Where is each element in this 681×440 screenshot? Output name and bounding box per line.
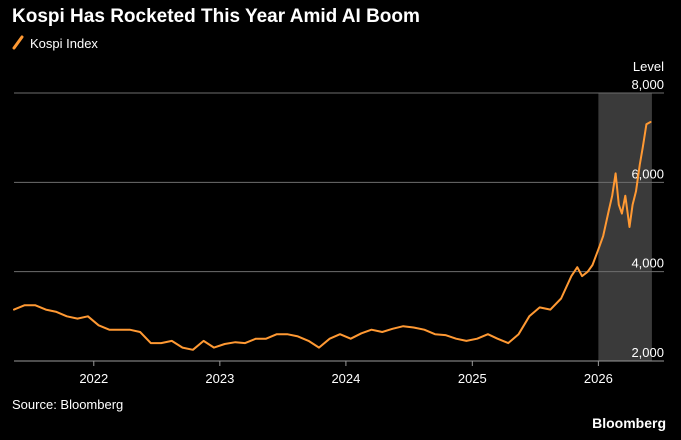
legend: Kospi Index [12, 35, 98, 51]
y-tick-label: 2,000 [631, 345, 664, 360]
highlight-region [598, 93, 652, 361]
x-tick-label: 2022 [79, 371, 108, 386]
x-tick-label: 2026 [584, 371, 613, 386]
y-tick-label: 8,000 [631, 77, 664, 92]
brand-logo: Bloomberg [592, 415, 666, 431]
gridlines [14, 92, 664, 273]
x-tick-label: 2024 [331, 371, 360, 386]
x-tick-label: 2025 [458, 371, 487, 386]
y-tick-label: 6,000 [631, 166, 664, 181]
y-axis: 2,000 4,000 6,000 8,000 [631, 77, 664, 360]
legend-label-kospi: Kospi Index [30, 36, 98, 51]
y-axis-label: Level [633, 59, 664, 74]
y-tick-label: 4,000 [631, 256, 664, 271]
series-points-kospi [13, 121, 652, 351]
x-axis: 2022 2023 2024 2025 2026 [79, 361, 613, 386]
series-line-kospi [13, 121, 652, 351]
legend-swatch-kospi [12, 35, 24, 50]
x-tick-label: 2023 [205, 371, 234, 386]
source-note: Source: Bloomberg [12, 397, 123, 412]
chart-title: Kospi Has Rocketed This Year Amid AI Boo… [12, 6, 420, 27]
